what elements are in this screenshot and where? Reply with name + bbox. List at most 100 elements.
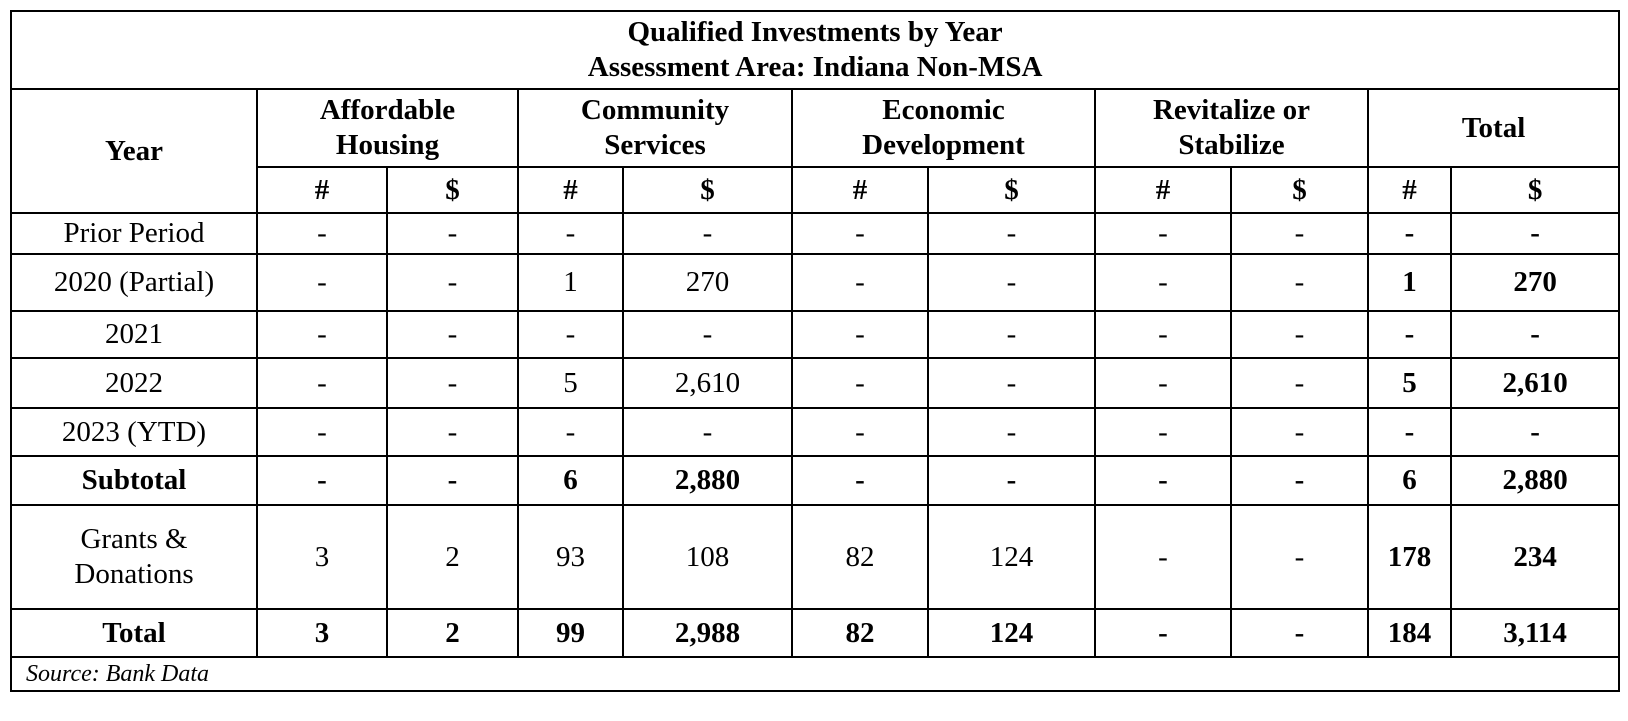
table-cell: 2 bbox=[386, 504, 519, 610]
table-cell: - bbox=[791, 455, 929, 506]
total-cell: - bbox=[1449, 212, 1621, 255]
table-cell: - bbox=[1094, 504, 1232, 610]
table-cell: - bbox=[1094, 407, 1232, 457]
table-cell: - bbox=[927, 455, 1096, 506]
row-label: Subtotal bbox=[10, 455, 258, 506]
table-subtitle: Assessment Area: Indiana Non-MSA bbox=[587, 51, 1043, 83]
total-cell: 3,114 bbox=[1449, 608, 1621, 658]
table-cell: - bbox=[1094, 212, 1232, 255]
symbol-header-row: # $ # $ # $ # $ # $ bbox=[11, 166, 1621, 214]
table-cell: - bbox=[1230, 253, 1369, 312]
table-row: Grants & Donations 3 2 93 108 82 124 - -… bbox=[10, 504, 1621, 610]
table-cell: - bbox=[386, 357, 519, 409]
total-row: Total 3 2 99 2,988 82 124 - - 184 3,114 bbox=[10, 608, 1621, 658]
table-cell: - bbox=[386, 212, 519, 255]
table-cell: - bbox=[1230, 212, 1369, 255]
table-cell: 82 bbox=[791, 608, 929, 658]
count-header: # bbox=[1094, 166, 1232, 214]
count-header: # bbox=[791, 166, 929, 214]
amount-header: $ bbox=[622, 166, 793, 214]
table-cell: - bbox=[1230, 407, 1369, 457]
total-cell: - bbox=[1449, 310, 1621, 359]
table-cell: - bbox=[256, 455, 388, 506]
table-cell: - bbox=[927, 253, 1096, 312]
source-row: Source: Bank Data bbox=[9, 656, 1621, 692]
table-cell: - bbox=[1094, 608, 1232, 658]
total-cell: - bbox=[1367, 212, 1452, 255]
table-cell: - bbox=[256, 407, 388, 457]
table-cell: 124 bbox=[927, 608, 1096, 658]
table-row: Prior Period - - - - - - - - - - bbox=[10, 212, 1621, 255]
table-cell: - bbox=[791, 212, 929, 255]
total-cell: 178 bbox=[1367, 504, 1452, 610]
total-cell: 5 bbox=[1367, 357, 1452, 409]
table-cell: 1 bbox=[517, 253, 624, 312]
total-cell: 6 bbox=[1367, 455, 1452, 506]
group-header-total: Total bbox=[1366, 88, 1621, 168]
group-header-line: Community bbox=[580, 94, 730, 127]
table-cell: - bbox=[386, 310, 519, 359]
table-cell: - bbox=[927, 310, 1096, 359]
table-cell: - bbox=[386, 455, 519, 506]
table-cell: - bbox=[1094, 310, 1232, 359]
group-header-revitalize-stabilize: Revitalize or Stabilize bbox=[1094, 88, 1369, 168]
table-cell: - bbox=[1094, 357, 1232, 409]
table-cell: - bbox=[386, 253, 519, 312]
table-cell: 3 bbox=[256, 504, 388, 610]
amount-header: $ bbox=[927, 166, 1096, 214]
amount-header: $ bbox=[1230, 166, 1369, 214]
table-cell: - bbox=[1094, 253, 1232, 312]
table-cell: - bbox=[622, 212, 793, 255]
qualified-investments-table: Qualified Investments by Year Assessment… bbox=[9, 10, 1621, 692]
row-label: 2020 (Partial) bbox=[10, 253, 258, 312]
table-cell: 99 bbox=[517, 608, 624, 658]
group-header-line: Services bbox=[604, 129, 706, 161]
group-header-line: Housing bbox=[335, 129, 440, 161]
source-note: Source: Bank Data bbox=[9, 656, 1621, 692]
investments-table-container: Qualified Investments by Year Assessment… bbox=[9, 10, 1621, 692]
row-label-line: Donations bbox=[74, 558, 194, 590]
table-cell: 270 bbox=[622, 253, 793, 312]
table-cell: 2,610 bbox=[622, 357, 793, 409]
row-label-line: Grants & bbox=[80, 523, 188, 556]
table-title-line-1: Qualified Investments by Year bbox=[627, 16, 1003, 49]
group-header-line: Economic bbox=[882, 94, 1005, 127]
group-header-line: Total bbox=[1461, 111, 1526, 144]
table-cell: 82 bbox=[791, 504, 929, 610]
group-header-community-services: Community Services bbox=[517, 88, 793, 168]
table-cell: - bbox=[517, 407, 624, 457]
group-header-line: Development bbox=[862, 129, 1025, 161]
table-cell: 2,988 bbox=[622, 608, 793, 658]
group-header-line: Stabilize bbox=[1178, 129, 1285, 161]
row-label: 2023 (YTD) bbox=[10, 407, 258, 457]
total-cell: 2,610 bbox=[1449, 357, 1621, 409]
table-cell: - bbox=[517, 212, 624, 255]
row-label: Grants & Donations bbox=[10, 504, 258, 610]
row-label: 2021 bbox=[10, 310, 258, 359]
table-cell: - bbox=[927, 357, 1096, 409]
group-header-line: Revitalize or bbox=[1152, 94, 1310, 127]
table-cell: - bbox=[256, 357, 388, 409]
table-cell: - bbox=[927, 212, 1096, 255]
row-label: Total bbox=[10, 608, 258, 658]
total-cell: 184 bbox=[1367, 608, 1452, 658]
table-cell: - bbox=[1230, 310, 1369, 359]
table-cell: 108 bbox=[622, 504, 793, 610]
total-cell: 270 bbox=[1449, 253, 1621, 312]
table-cell: - bbox=[791, 357, 929, 409]
group-header-line: Affordable bbox=[319, 94, 456, 127]
group-header-economic-development: Economic Development bbox=[791, 88, 1096, 168]
row-label: Prior Period bbox=[10, 212, 258, 255]
table-cell: - bbox=[791, 253, 929, 312]
row-label: 2022 bbox=[10, 357, 258, 409]
table-cell: - bbox=[791, 407, 929, 457]
table-cell: - bbox=[1230, 504, 1369, 610]
amount-header: $ bbox=[386, 166, 519, 214]
total-cell: - bbox=[1367, 407, 1452, 457]
table-title-row: Qualified Investments by Year Assessment… bbox=[9, 10, 1621, 90]
table-cell: - bbox=[1230, 608, 1369, 658]
table-cell: - bbox=[622, 407, 793, 457]
table-cell: - bbox=[256, 310, 388, 359]
table-cell: 5 bbox=[517, 357, 624, 409]
amount-header: $ bbox=[1449, 166, 1621, 214]
